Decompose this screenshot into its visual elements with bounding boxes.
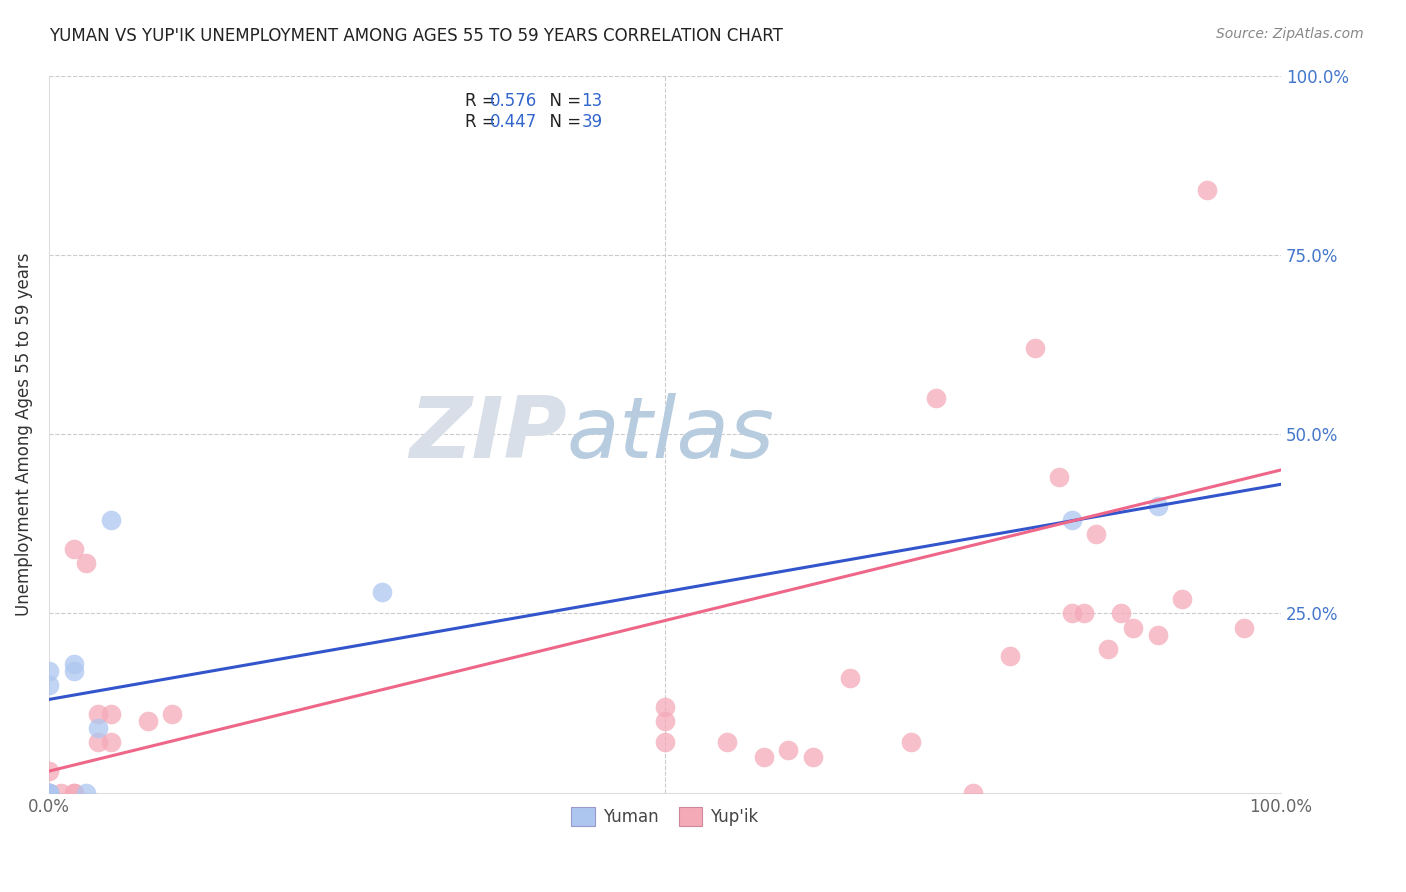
Point	[38, 786, 60, 800]
Point	[900, 735, 922, 749]
Point	[1146, 499, 1168, 513]
Point	[62, 664, 84, 678]
Point	[654, 714, 676, 728]
Point	[38, 664, 60, 678]
Point	[51, 786, 73, 800]
Point	[1097, 642, 1119, 657]
Text: 0.447: 0.447	[491, 113, 537, 131]
Point	[1047, 470, 1070, 484]
Point	[100, 513, 122, 527]
Point	[752, 749, 775, 764]
Point	[778, 742, 800, 756]
Text: 39: 39	[581, 113, 602, 131]
Point	[62, 786, 84, 800]
Legend: Yuman, Yup'ik: Yuman, Yup'ik	[562, 798, 766, 835]
Point	[136, 714, 159, 728]
Text: N =: N =	[540, 92, 586, 110]
Point	[87, 735, 110, 749]
Point	[38, 786, 60, 800]
Point	[716, 735, 738, 749]
Text: 13: 13	[581, 92, 602, 110]
Point	[1171, 592, 1194, 607]
Point	[1122, 621, 1144, 635]
Point	[654, 735, 676, 749]
Point	[838, 671, 860, 685]
Text: ZIP: ZIP	[409, 392, 567, 475]
Point	[160, 706, 183, 721]
Point	[62, 786, 84, 800]
Point	[1073, 607, 1095, 621]
Point	[925, 391, 948, 405]
Text: YUMAN VS YUP'IK UNEMPLOYMENT AMONG AGES 55 TO 59 YEARS CORRELATION CHART: YUMAN VS YUP'IK UNEMPLOYMENT AMONG AGES …	[49, 27, 783, 45]
Point	[654, 699, 676, 714]
Text: N =: N =	[540, 113, 586, 131]
Point	[38, 764, 60, 779]
Text: 0.576: 0.576	[491, 92, 537, 110]
Point	[38, 786, 60, 800]
Point	[62, 541, 84, 556]
Point	[87, 706, 110, 721]
Point	[801, 749, 824, 764]
Point	[1024, 341, 1046, 355]
Point	[1109, 607, 1132, 621]
Point	[1195, 183, 1218, 197]
Point	[38, 786, 60, 800]
Y-axis label: Unemployment Among Ages 55 to 59 years: Unemployment Among Ages 55 to 59 years	[15, 252, 32, 615]
Point	[38, 786, 60, 800]
Point	[100, 706, 122, 721]
Point	[62, 657, 84, 671]
Text: atlas: atlas	[567, 392, 775, 475]
Point	[1085, 527, 1108, 541]
Point	[87, 721, 110, 735]
Point	[1233, 621, 1256, 635]
Point	[998, 649, 1021, 664]
Point	[75, 556, 97, 570]
Point	[962, 786, 984, 800]
Point	[100, 735, 122, 749]
Text: R =: R =	[465, 92, 502, 110]
Point	[1060, 513, 1083, 527]
Point	[38, 786, 60, 800]
Point	[1146, 628, 1168, 642]
Point	[38, 678, 60, 692]
Point	[370, 585, 392, 599]
Text: Source: ZipAtlas.com: Source: ZipAtlas.com	[1216, 27, 1364, 41]
Text: R =: R =	[465, 113, 502, 131]
Point	[75, 786, 97, 800]
Point	[1060, 607, 1083, 621]
